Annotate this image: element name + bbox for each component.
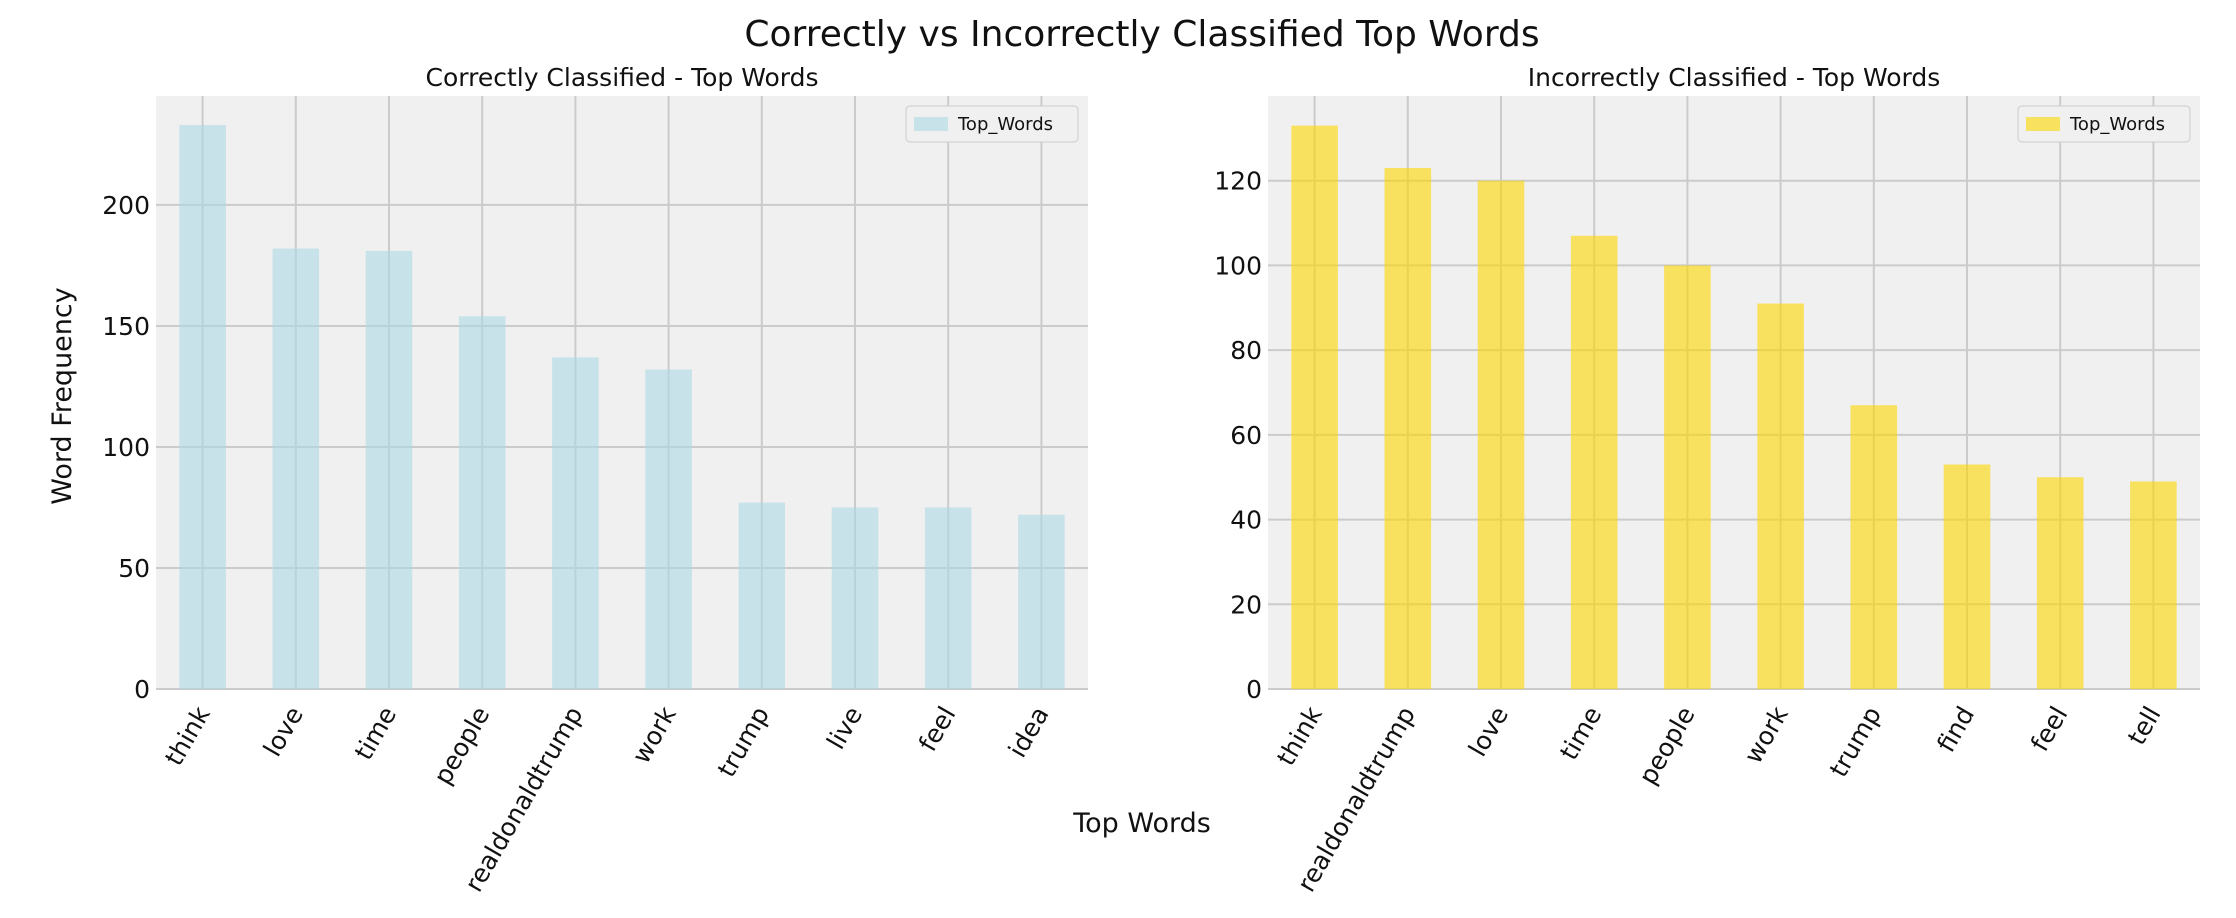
bar-love [272,248,320,689]
x-tick-label: idea [1003,702,1055,763]
legend-box [2017,105,2191,143]
x-tick-label: live [821,702,868,755]
y-tick-label: 20 [1230,590,1262,619]
subplot-title: Correctly Classified - Top Words [426,63,819,92]
bar-time [365,250,413,689]
figure-title: Correctly vs Incorrectly Classified Top … [744,14,1539,55]
legend: Top_Words [2017,105,2191,143]
y-tick-label: 120 [1214,167,1262,196]
x-tick-label: feel [2025,702,2073,757]
bar-work [645,369,692,689]
y-tick-label: 50 [118,554,150,583]
x-tick-label: work [626,701,682,768]
bar-tell [2130,481,2177,689]
y-tick-label: 0 [1246,675,1262,704]
x-tick-label: think [1271,701,1328,770]
x-tick-label: work [1738,701,1794,768]
x-tick-label: tell [2122,702,2167,750]
bar-think [179,125,226,689]
x-tick-label: trump [712,702,775,782]
y-tick-label: 0 [134,675,150,704]
legend-swatch [2026,117,2060,131]
y-tick-label: 150 [102,312,150,341]
bar-time [1570,235,1618,689]
y-tick-label: 100 [1214,251,1262,280]
x-tick-label: time [349,702,402,765]
y-tick-label: 40 [1230,506,1262,535]
y-tick-label: 80 [1230,336,1262,365]
bar-work [1757,303,1804,689]
bar-feel [2036,477,2084,689]
y-tick-label: 200 [102,191,150,220]
bar-find [1943,464,1991,689]
legend-swatch [914,117,948,131]
x-tick-label: trump [1824,702,1887,782]
bar-live [831,507,879,689]
legend-label: Top_Words [957,114,1053,135]
x-tick-label: feel [913,702,961,757]
x-tick-label: think [159,701,216,770]
x-tick-label: love [258,702,309,762]
bar-idea [1018,514,1065,689]
y-tick-label: 100 [102,433,150,462]
y-tick-label: 60 [1230,421,1262,450]
bar-think [1291,125,1338,689]
bar-love [1477,180,1525,689]
bar-people [458,316,506,689]
legend: Top_Words [905,105,1079,143]
subplot-title: Incorrectly Classified - Top Words [1528,63,1941,92]
x-tick-label: love [1463,702,1514,762]
bar-trump [1850,405,1898,689]
x-tick-label: time [1554,702,1607,765]
bar-trump [738,502,786,689]
bar-people [1664,265,1711,689]
x-tick-label: people [428,702,495,790]
bar-realdonaldtrump [552,357,599,689]
legend-box [905,105,1079,143]
x-tick-label: people [1633,702,1700,790]
figure-ylabel: Word Frequency [47,287,78,504]
bar-realdonaldtrump [1384,168,1432,689]
figure-xlabel: Top Words [1072,808,1211,839]
bar-feel [924,507,972,689]
legend-label: Top_Words [2069,114,2165,135]
x-tick-label: find [1931,702,1980,758]
